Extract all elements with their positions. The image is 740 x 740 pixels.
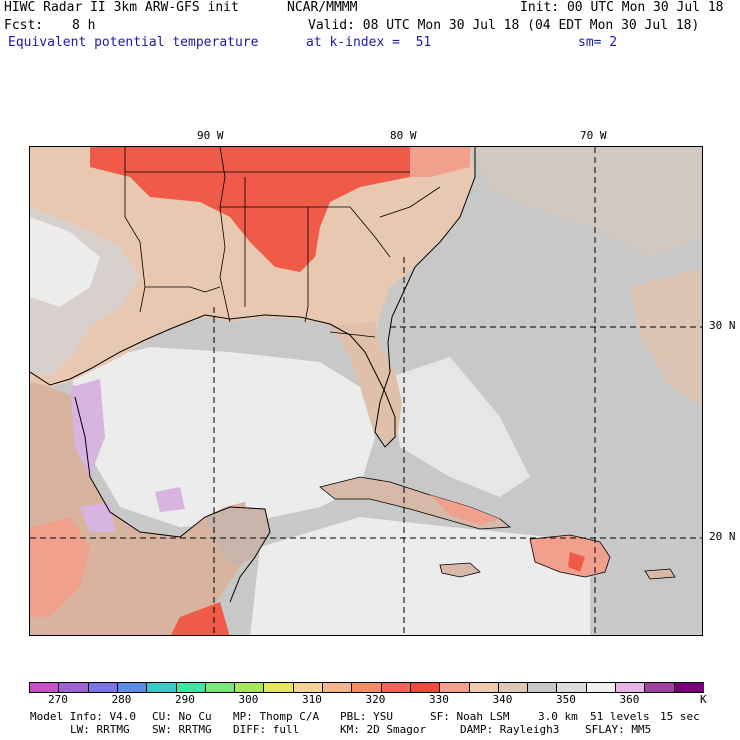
colorbar-swatch bbox=[380, 682, 411, 693]
jamaica-island bbox=[439, 562, 481, 578]
very-high-theta-e-patch bbox=[80, 502, 115, 532]
km-scheme: KM: 2D Smagor bbox=[340, 723, 427, 736]
microphysics-scheme: MP: Thomp C/A bbox=[233, 710, 320, 723]
colorbar-swatch bbox=[29, 682, 60, 693]
bahamas-light-area bbox=[390, 357, 530, 497]
lat-label-20n: 20 N bbox=[709, 530, 736, 543]
colorbar-swatch bbox=[204, 682, 236, 693]
colorbar-swatch bbox=[234, 682, 265, 693]
level-label: at k-index = 51 bbox=[306, 35, 432, 50]
colorbar-tick-label: 350 bbox=[556, 693, 576, 706]
state-borders bbox=[124, 147, 441, 338]
forecast-label: Fcst: bbox=[4, 18, 44, 33]
forecast-hour: 8 h bbox=[72, 18, 96, 33]
cumulus-scheme: CU: No Cu bbox=[152, 710, 212, 723]
colorbar-swatch bbox=[585, 682, 617, 693]
gulf-light-area bbox=[70, 347, 375, 527]
colorbar-swatch bbox=[322, 682, 353, 693]
cuba-warm-area bbox=[430, 495, 500, 525]
colorbar-tick-label: 320 bbox=[365, 693, 386, 706]
puerto-rico-island bbox=[644, 568, 676, 580]
colorbar-swatch bbox=[292, 682, 324, 693]
very-high-theta-e-patch bbox=[70, 379, 105, 477]
colorbar-unit: K bbox=[700, 693, 707, 706]
lon-label-70w: 70 W bbox=[580, 129, 607, 142]
atlantic-warm-area bbox=[630, 267, 702, 406]
colorbar-tick-label: 340 bbox=[492, 693, 513, 706]
colorbar-swatch bbox=[468, 682, 499, 693]
atlantic-warm-area bbox=[470, 147, 702, 257]
colorbar-swatch bbox=[409, 682, 441, 693]
colorbar-tick-label: 300 bbox=[238, 693, 259, 706]
high-theta-e-region bbox=[90, 147, 410, 272]
colorbar-swatch bbox=[673, 682, 704, 693]
lon-label-80w: 80 W bbox=[390, 129, 417, 142]
hispaniola-warm-area bbox=[568, 552, 585, 572]
surface-scheme: SF: Noah LSM bbox=[430, 710, 510, 723]
damping-scheme: DAMP: Rayleigh3 bbox=[460, 723, 560, 736]
shortwave-scheme: SW: RRTMG bbox=[152, 723, 212, 736]
colorbar-swatch bbox=[146, 682, 177, 693]
lon-label-90w: 90 W bbox=[197, 129, 224, 142]
colorbar-tick-label: 330 bbox=[429, 693, 449, 706]
map-canvas bbox=[30, 147, 702, 635]
florida-land bbox=[330, 322, 402, 447]
timestep: 15 sec bbox=[660, 710, 700, 723]
coastline bbox=[30, 147, 476, 448]
colorbar-swatch bbox=[87, 682, 118, 693]
central-america-warm-area bbox=[171, 602, 230, 635]
field-name: Equivalent potential temperature bbox=[8, 35, 259, 50]
colorbar-tick-label: 290 bbox=[175, 693, 195, 706]
surface-layer-scheme: SFLAY: MM5 bbox=[585, 723, 652, 736]
mexico-warm-area bbox=[30, 517, 90, 617]
longwave-scheme: LW: RRTMG bbox=[70, 723, 130, 736]
colorbar-swatch bbox=[497, 682, 529, 693]
colorbar-swatch bbox=[351, 682, 382, 693]
model-title: HIWC Radar II 3km ARW-GFS init bbox=[4, 0, 239, 15]
caribbean-light-area bbox=[250, 517, 590, 635]
colorbar-tick-label: 310 bbox=[302, 693, 322, 706]
theta-e-map bbox=[29, 146, 703, 636]
colorbar-swatch bbox=[263, 682, 294, 693]
model-info: Model Info: V4.0 bbox=[30, 710, 136, 723]
colorbar-tick-label: 360 bbox=[619, 693, 640, 706]
yucatan-land bbox=[205, 507, 270, 567]
warm-region bbox=[410, 147, 470, 177]
smoothing-label: sm= 2 bbox=[578, 35, 618, 50]
colorbar-tick-label: 270 bbox=[48, 693, 68, 706]
agency-label: NCAR/MMMM bbox=[287, 0, 358, 15]
colorbar-swatch bbox=[116, 682, 148, 693]
colorbar-swatch bbox=[644, 682, 675, 693]
colorbar-swatch bbox=[175, 682, 206, 693]
colorbar-swatch bbox=[556, 682, 587, 693]
colorbar-swatch bbox=[615, 682, 646, 693]
vertical-levels: 51 levels bbox=[590, 710, 650, 723]
grid-spacing: 3.0 km bbox=[538, 710, 578, 723]
graticule bbox=[30, 147, 702, 635]
diffusion-scheme: DIFF: full bbox=[233, 723, 300, 736]
init-time: Init: 00 UTC Mon 30 Jul 18 bbox=[520, 0, 724, 15]
colorbar-tick-label: 280 bbox=[111, 693, 132, 706]
colorbar-swatch bbox=[58, 682, 89, 693]
lat-label-30n: 30 N bbox=[709, 319, 736, 332]
texas-light-area bbox=[30, 217, 100, 307]
pbl-scheme: PBL: YSU bbox=[340, 710, 393, 723]
very-high-theta-e-patch bbox=[155, 487, 185, 512]
colorbar-swatch bbox=[527, 682, 558, 693]
colorbar-swatch bbox=[439, 682, 470, 693]
valid-time: Valid: 08 UTC Mon 30 Jul 18 (04 EDT Mon … bbox=[308, 18, 700, 33]
mexico-coastline bbox=[74, 396, 271, 603]
